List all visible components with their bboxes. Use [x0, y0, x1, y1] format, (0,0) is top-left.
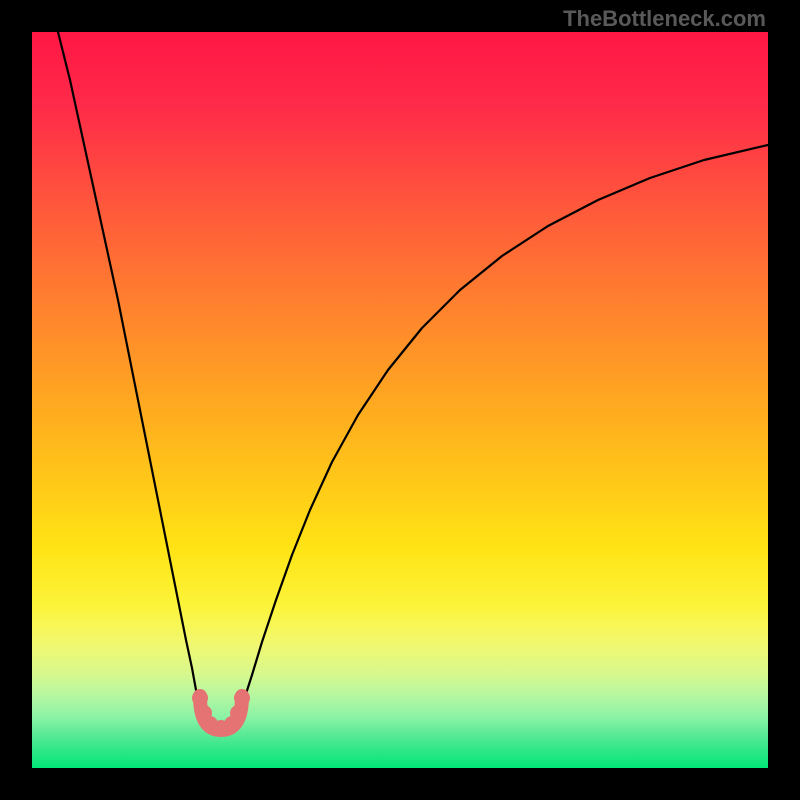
watermark-text: TheBottleneck.com [563, 6, 766, 32]
chart-container: TheBottleneck.com [0, 0, 800, 800]
valley-dot [234, 690, 250, 706]
bottleneck-chart [0, 0, 800, 800]
valley-dot [230, 705, 246, 721]
valley-dot [192, 690, 208, 706]
plot-background [32, 32, 768, 768]
